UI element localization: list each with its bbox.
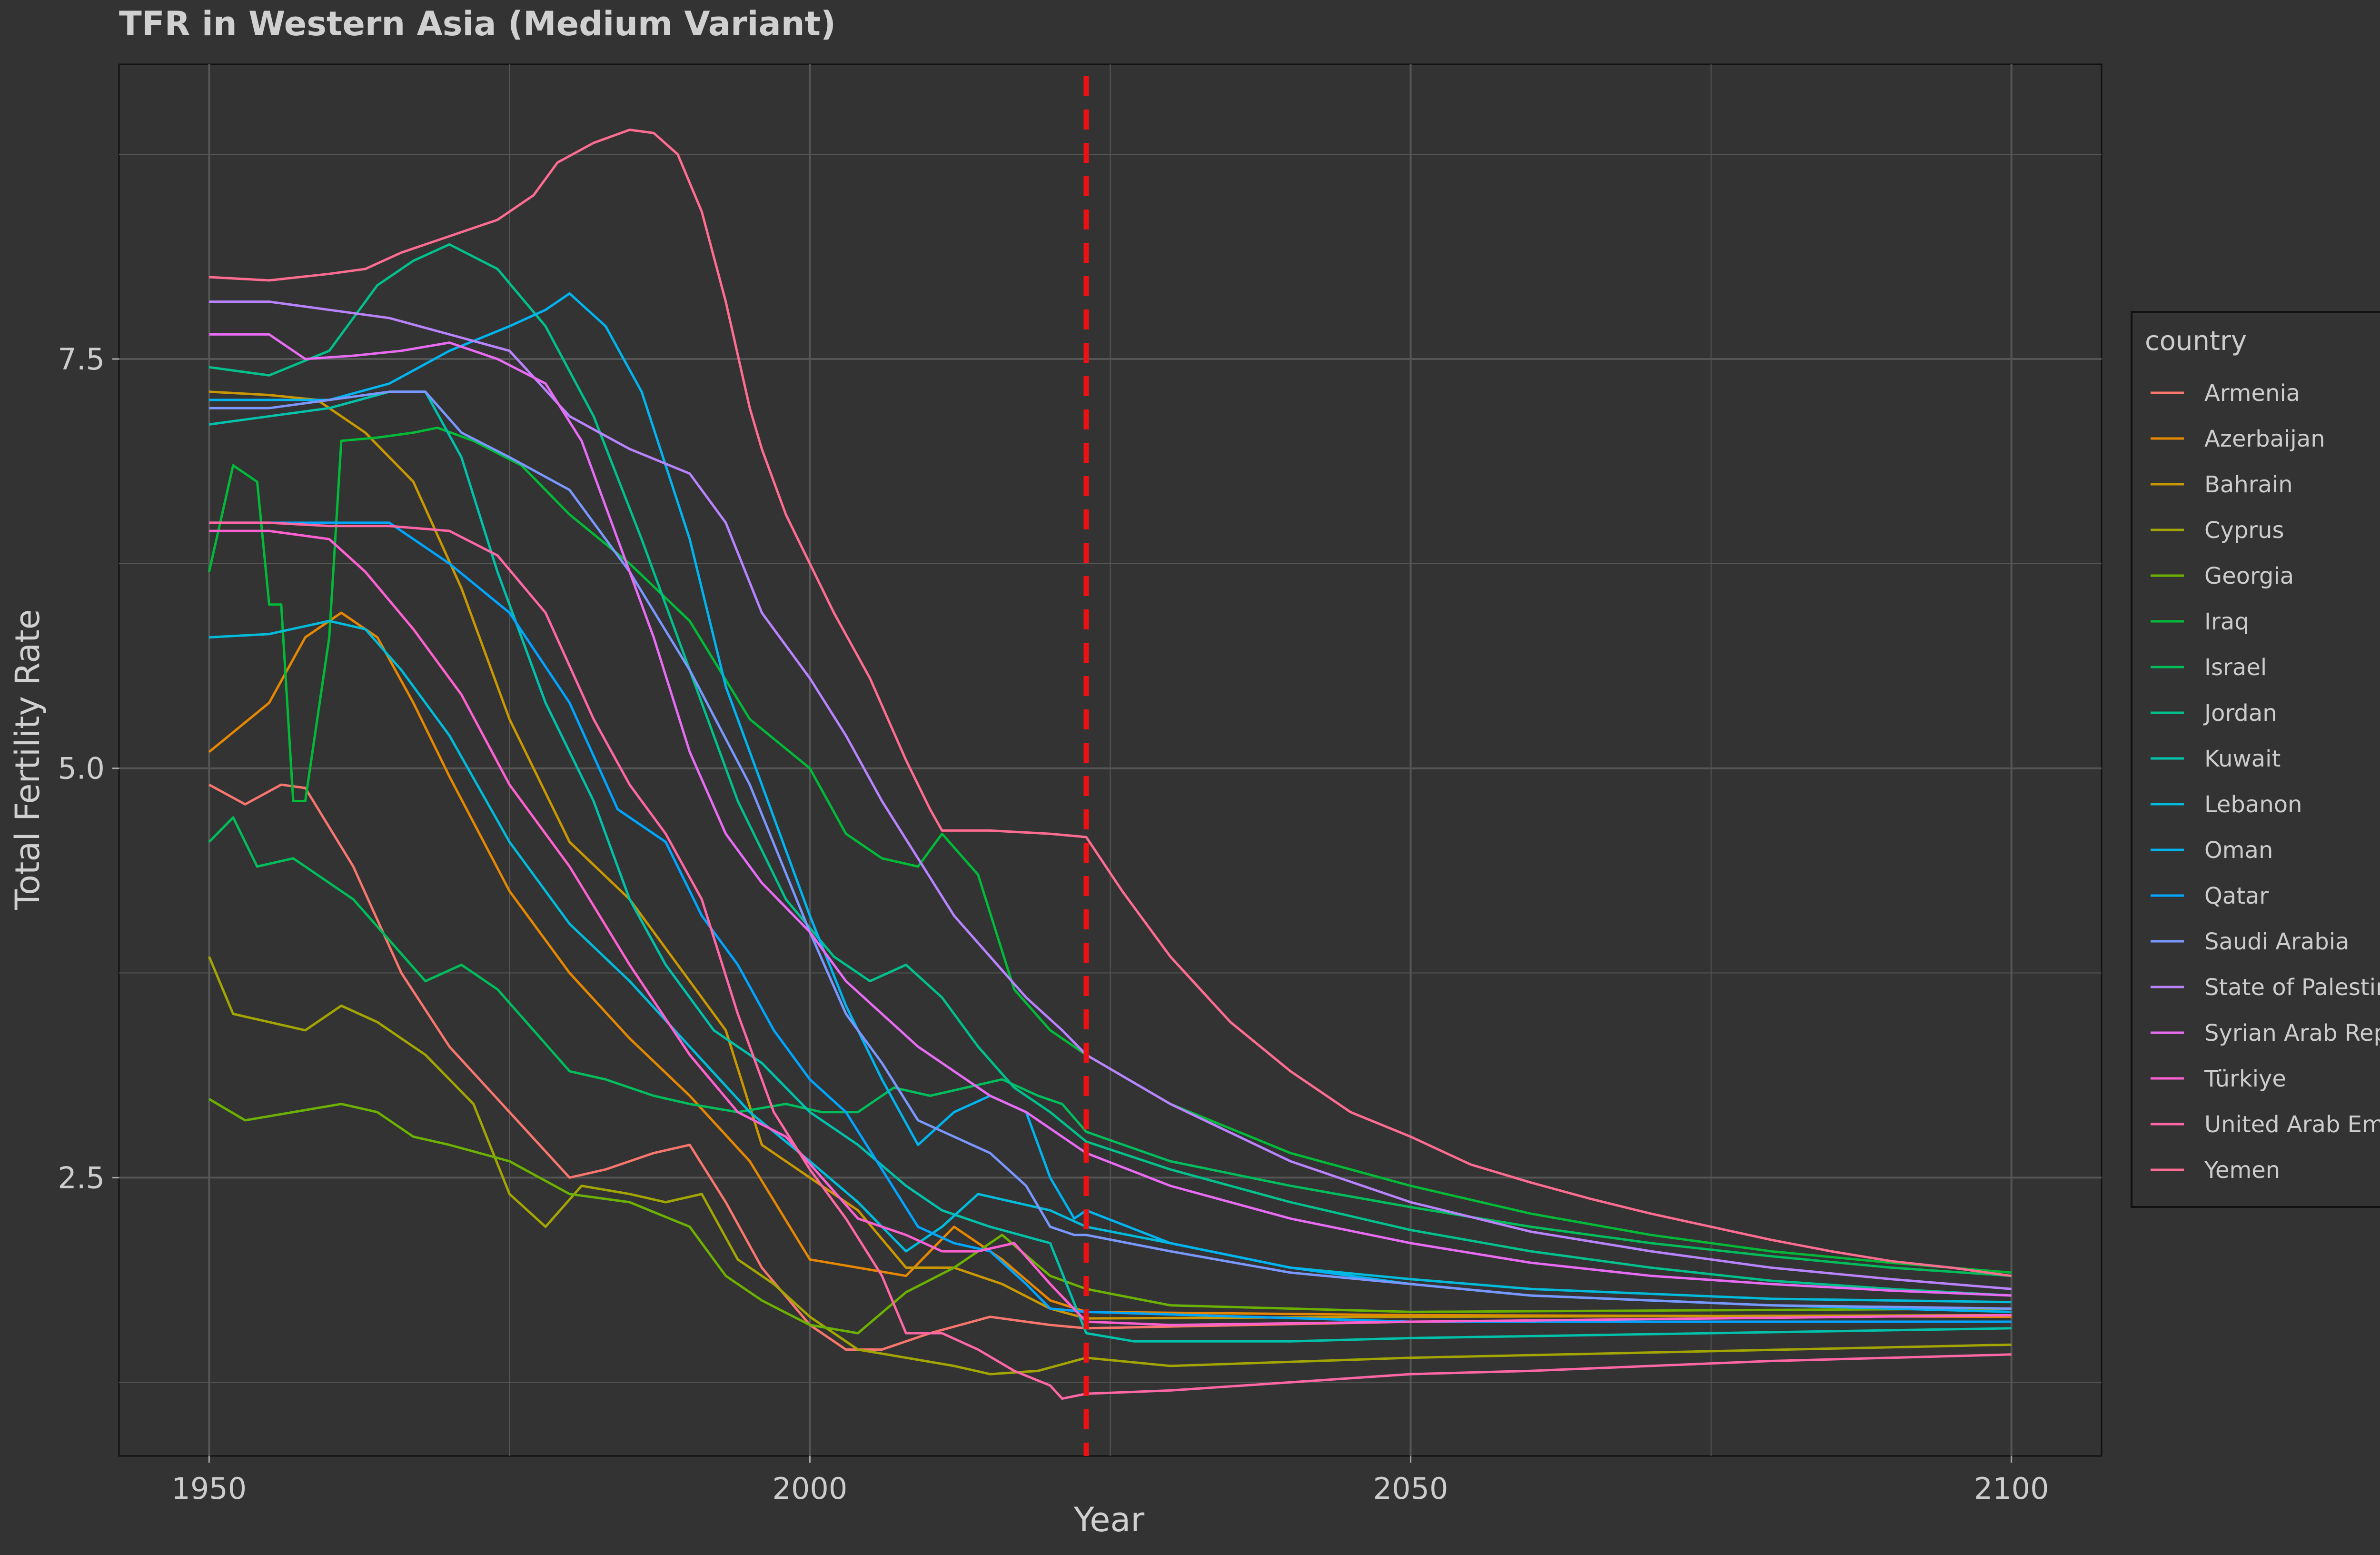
series-line-t-rkiye <box>209 529 2012 1326</box>
legend: country Armenia Azerbaijan Bahrain Cyprus Geo… <box>2131 311 2380 1208</box>
chart-title: TFR in Western Asia (Medium Variant) <box>119 4 836 43</box>
grid-lines <box>119 64 2102 1456</box>
legend-label: Saudi Arabia <box>2204 928 2350 955</box>
series-line-united-arab-emirates <box>209 521 2012 1400</box>
legend-label: Azerbaijan <box>2204 426 2325 452</box>
series-lines <box>208 129 2012 1400</box>
legend-label: Bahrain <box>2204 471 2293 498</box>
legend-label: Iraq <box>2204 608 2249 635</box>
series-line-cyprus <box>208 956 2012 1376</box>
x-tick-label: 2050 <box>1373 1471 1448 1506</box>
series-line-syrian-arab-republic <box>209 333 2012 1297</box>
legend-label: Lebanon <box>2204 791 2302 818</box>
legend-label: Türkiye <box>2204 1066 2286 1092</box>
legend-label: Kuwait <box>2204 746 2281 772</box>
legend-label: Israel <box>2204 654 2267 681</box>
legend-label: United Arab Emirates <box>2204 1111 2380 1138</box>
x-tick-label: 2000 <box>773 1471 848 1506</box>
series-line-saudi-arabia <box>209 390 2012 1310</box>
legend-label: State of Palestine <box>2204 974 2380 1001</box>
y-tick-label: 7.5 <box>58 342 105 377</box>
axes: 1950 2000 2050 2100 2.5 5.0 7.5 <box>58 342 2049 1506</box>
series-line-qatar <box>209 521 2012 1323</box>
series-line-jordan <box>208 243 2012 1297</box>
legend-title: country <box>2145 326 2247 357</box>
legend-label: Armenia <box>2204 380 2300 407</box>
series-line-georgia <box>208 1098 2012 1335</box>
series-line-bahrain <box>209 390 2012 1320</box>
series-line-iraq <box>208 426 2012 1274</box>
y-axis-label: Total Fertility Rate <box>8 609 47 910</box>
legend-label: Syrian Arab Republic <box>2204 1020 2380 1047</box>
series-line-israel <box>208 816 2012 1277</box>
legend-label: Oman <box>2204 837 2273 864</box>
x-tick-label: 1950 <box>171 1471 247 1506</box>
x-axis-label: Year <box>1073 1500 1144 1539</box>
x-tick-label: 2100 <box>1974 1471 2049 1506</box>
legend-label: Jordan <box>2203 700 2277 727</box>
legend-label: Qatar <box>2204 883 2269 909</box>
series-line-state-of-palestine <box>209 300 2012 1290</box>
y-tick-label: 2.5 <box>58 1160 105 1195</box>
legend-label: Yemen <box>2204 1157 2280 1184</box>
series-line-azerbaijan <box>208 611 2012 1318</box>
series-line-oman <box>209 292 2012 1313</box>
series-line-armenia <box>208 783 2012 1351</box>
series-line-yemen <box>209 129 2012 1277</box>
legend-label: Cyprus <box>2204 517 2284 544</box>
legend-label: Georgia <box>2204 563 2294 589</box>
y-tick-label: 5.0 <box>58 751 105 786</box>
